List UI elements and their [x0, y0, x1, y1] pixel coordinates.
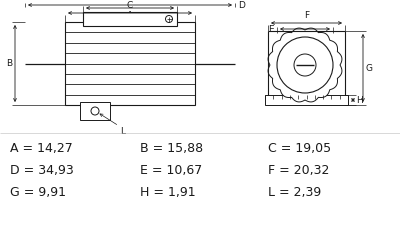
Text: L = 2,39: L = 2,39	[268, 186, 321, 198]
Text: D = 34,93: D = 34,93	[10, 164, 74, 177]
Text: B = 15,88: B = 15,88	[140, 141, 203, 154]
Text: C: C	[127, 1, 133, 10]
Bar	[83, 12, 177, 26]
Text: H: H	[356, 96, 363, 105]
Circle shape	[294, 54, 316, 76]
Text: G = 9,91: G = 9,91	[10, 186, 66, 198]
Text: F = 20,32: F = 20,32	[268, 164, 329, 177]
Bar	[265, 95, 348, 105]
Text: L: L	[120, 127, 125, 136]
Bar	[65, 22, 195, 105]
Text: H = 1,91: H = 1,91	[140, 186, 196, 198]
Bar	[80, 102, 110, 120]
Text: D: D	[238, 0, 245, 9]
Text: C = 19,05: C = 19,05	[268, 141, 331, 154]
Polygon shape	[268, 28, 342, 102]
Text: E = 10,67: E = 10,67	[140, 164, 202, 177]
Text: E: E	[268, 24, 274, 34]
Text: G: G	[366, 63, 373, 72]
Text: A = 14,27: A = 14,27	[10, 141, 73, 154]
Circle shape	[166, 15, 172, 22]
Text: F: F	[304, 11, 309, 20]
Circle shape	[277, 37, 333, 93]
Text: A: A	[127, 11, 133, 20]
Text: B: B	[6, 59, 12, 68]
Circle shape	[91, 107, 99, 115]
